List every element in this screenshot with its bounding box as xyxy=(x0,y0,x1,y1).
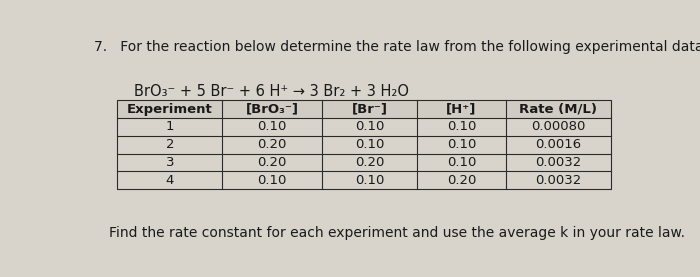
Text: 0.10: 0.10 xyxy=(355,174,384,187)
Text: [H⁺]: [H⁺] xyxy=(446,103,477,116)
Text: BrO₃⁻ + 5 Br⁻ + 6 H⁺ → 3 Br₂ + 3 H₂O: BrO₃⁻ + 5 Br⁻ + 6 H⁺ → 3 Br₂ + 3 H₂O xyxy=(134,84,409,99)
Text: Find the rate constant for each experiment and use the average k in your rate la: Find the rate constant for each experime… xyxy=(109,226,685,240)
Bar xyxy=(118,101,611,118)
Text: 0.10: 0.10 xyxy=(355,138,384,151)
Text: 4: 4 xyxy=(166,174,174,187)
Text: 0.10: 0.10 xyxy=(447,156,476,169)
Text: 0.20: 0.20 xyxy=(258,156,287,169)
Text: 0.20: 0.20 xyxy=(258,138,287,151)
Text: Rate (M/L): Rate (M/L) xyxy=(519,103,598,116)
Text: 0.0032: 0.0032 xyxy=(536,174,582,187)
Text: 0.20: 0.20 xyxy=(447,174,476,187)
Text: 7.   For the reaction below determine the rate law from the following experiment: 7. For the reaction below determine the … xyxy=(94,40,700,54)
Text: 3: 3 xyxy=(166,156,174,169)
Text: 0.0032: 0.0032 xyxy=(536,156,582,169)
Text: 0.10: 0.10 xyxy=(447,138,476,151)
Text: Experiment: Experiment xyxy=(127,103,213,116)
Text: 0.10: 0.10 xyxy=(355,120,384,134)
Text: 0.0016: 0.0016 xyxy=(536,138,582,151)
Text: [Br⁻]: [Br⁻] xyxy=(351,103,387,116)
Text: 2: 2 xyxy=(166,138,174,151)
Text: 0.10: 0.10 xyxy=(258,120,287,134)
Text: [BrO₃⁻]: [BrO₃⁻] xyxy=(246,103,299,116)
Text: 0.10: 0.10 xyxy=(258,174,287,187)
Text: 0.20: 0.20 xyxy=(355,156,384,169)
Text: 1: 1 xyxy=(166,120,174,134)
Text: 0.10: 0.10 xyxy=(447,120,476,134)
Text: 0.00080: 0.00080 xyxy=(531,120,586,134)
